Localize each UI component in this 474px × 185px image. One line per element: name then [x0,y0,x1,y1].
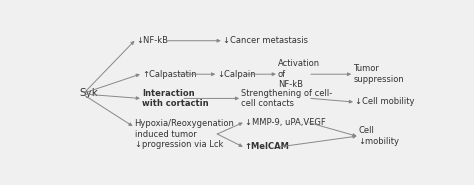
Text: ↓MMP-9, uPA,VEGF: ↓MMP-9, uPA,VEGF [245,118,326,127]
Text: ↓Cell mobility: ↓Cell mobility [355,97,414,107]
Text: ↓Calpain: ↓Calpain [217,70,256,79]
Text: ↑MelCAM: ↑MelCAM [245,142,290,151]
Text: Syk: Syk [80,88,98,98]
Text: Interaction
with cortactin: Interaction with cortactin [142,89,209,108]
Text: ↑Calpastatin: ↑Calpastatin [142,70,197,79]
Text: Tumor
suppression: Tumor suppression [353,65,404,84]
Text: ↓Cancer metastasis: ↓Cancer metastasis [223,36,308,45]
Text: Activation
of
NF-kB: Activation of NF-kB [278,59,320,89]
Text: ↓NF-kB: ↓NF-kB [137,36,168,45]
Text: Cell
↓mobility: Cell ↓mobility [359,127,400,146]
Text: Hypoxia/Reoxygenation
induced tumor
↓progression via Lck: Hypoxia/Reoxygenation induced tumor ↓pro… [135,119,235,149]
Text: Strengthening of cell-
cell contacts: Strengthening of cell- cell contacts [241,89,332,108]
